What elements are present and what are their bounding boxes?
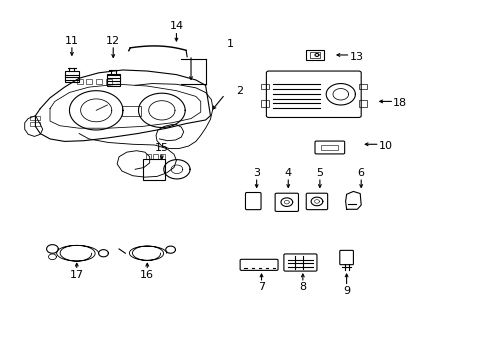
Text: 17: 17 <box>70 270 83 280</box>
Bar <box>261 100 268 107</box>
Bar <box>106 78 112 84</box>
Bar <box>305 50 323 60</box>
Bar <box>143 158 165 180</box>
Bar <box>358 100 366 107</box>
Bar <box>30 122 40 126</box>
Text: 11: 11 <box>65 36 79 46</box>
Text: 9: 9 <box>343 286 349 296</box>
Text: 15: 15 <box>155 143 168 153</box>
Text: 18: 18 <box>392 98 407 108</box>
Bar <box>160 154 165 158</box>
Bar <box>77 78 82 84</box>
Bar <box>122 107 141 116</box>
Bar <box>96 78 102 84</box>
Bar <box>107 73 119 86</box>
Bar <box>145 154 150 158</box>
Bar <box>261 84 268 89</box>
Bar <box>309 52 319 58</box>
Bar <box>153 154 158 158</box>
Bar <box>358 84 366 89</box>
Bar <box>65 71 79 82</box>
Text: 12: 12 <box>106 36 120 46</box>
Bar <box>86 78 92 84</box>
Text: 6: 6 <box>357 168 364 178</box>
Text: 8: 8 <box>299 282 306 292</box>
Text: 2: 2 <box>236 86 243 96</box>
Bar <box>321 145 337 150</box>
Text: 10: 10 <box>378 141 392 151</box>
Text: 16: 16 <box>140 270 154 280</box>
Text: 13: 13 <box>348 52 363 62</box>
Text: 5: 5 <box>316 168 323 178</box>
Text: 1: 1 <box>226 39 233 49</box>
Bar <box>30 116 40 120</box>
Text: 4: 4 <box>284 168 291 178</box>
Text: 14: 14 <box>169 21 183 31</box>
Text: 7: 7 <box>258 282 264 292</box>
Text: 3: 3 <box>253 168 260 178</box>
